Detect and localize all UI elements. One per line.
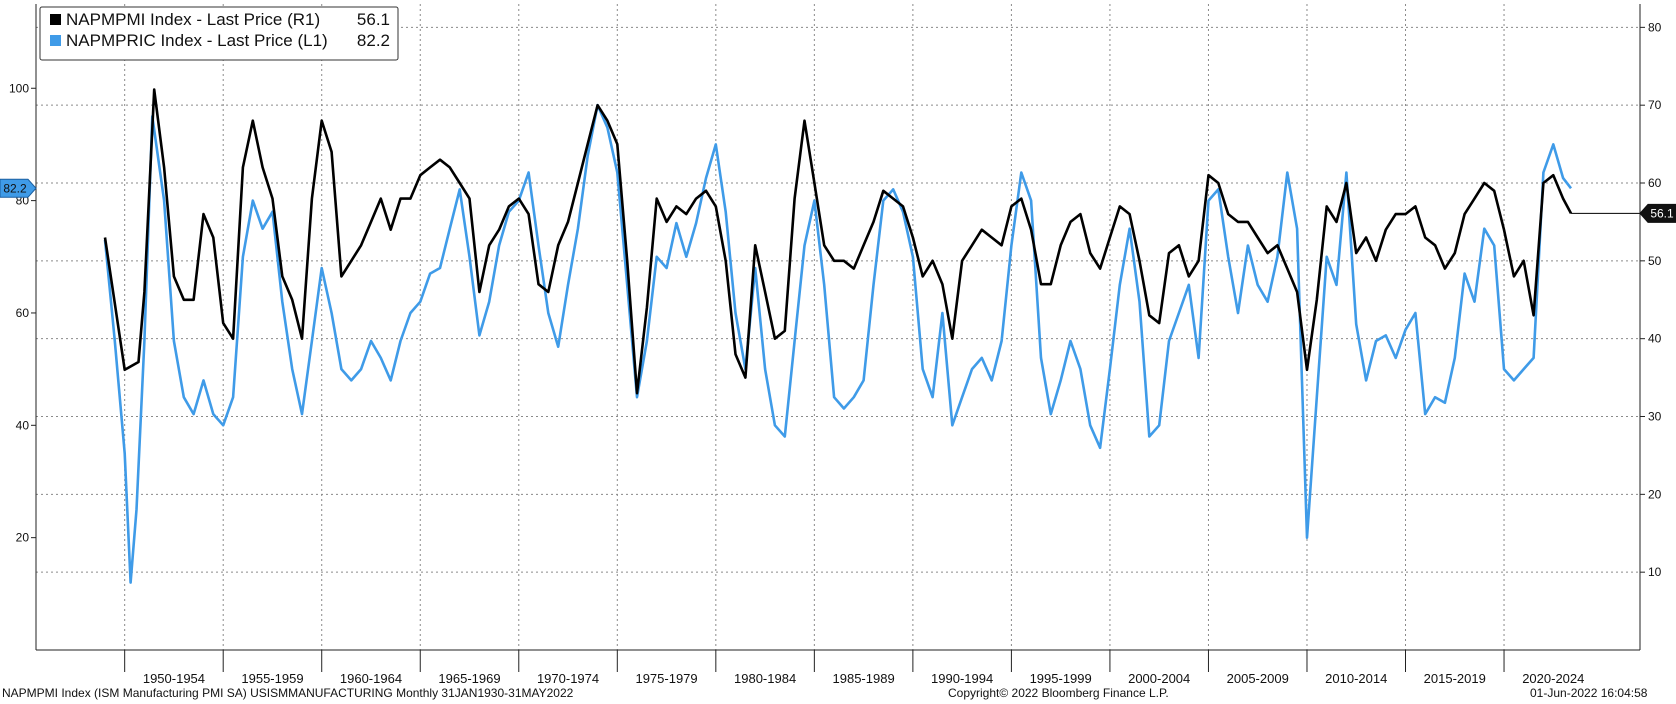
legend-label: NAPMPMI Index - Last Price (R1)	[66, 10, 320, 29]
left-tick-label: 60	[16, 306, 30, 320]
footer-timestamp: 01-Jun-2022 16:04:58	[1530, 686, 1648, 700]
legend: NAPMPMI Index - Last Price (R1) 56.1 NAPMP…	[39, 6, 399, 61]
legend-swatch	[50, 35, 61, 46]
x-tick-label: 1950-1954	[143, 671, 205, 686]
x-tick-label: 2010-2014	[1325, 671, 1387, 686]
x-tick-label: 2005-2009	[1227, 671, 1289, 686]
x-tick-label: 2020-2024	[1522, 671, 1584, 686]
x-tick-label: 1980-1984	[734, 671, 796, 686]
x-tick-label: 1955-1959	[241, 671, 303, 686]
right-tick-label: 70	[1648, 98, 1662, 112]
legend-value: 82.2	[357, 31, 390, 50]
x-tick-label: 1990-1994	[931, 671, 993, 686]
last-value-label-prices: 82.2	[3, 181, 27, 195]
right-tick-label: 10	[1648, 565, 1662, 579]
left-tick-label: 100	[9, 81, 29, 95]
x-tick-label: 1960-1964	[340, 671, 402, 686]
last-value-tag-prices	[0, 178, 37, 198]
x-tick-label: 1975-1979	[635, 671, 697, 686]
last-value-label-pmi: 56.1	[1650, 206, 1674, 220]
right-tick-label: 30	[1648, 410, 1662, 424]
right-tick-label: 60	[1648, 176, 1662, 190]
x-tick-label: 1985-1989	[833, 671, 895, 686]
right-tick-label: 20	[1648, 487, 1662, 501]
series-line-pmi	[103, 88, 1573, 395]
legend-swatch	[50, 14, 61, 25]
left-tick-label: 40	[16, 418, 30, 432]
x-tick-label: 1965-1969	[438, 671, 500, 686]
last-value-tag-pmi	[1639, 203, 1676, 223]
right-tick-label: 50	[1648, 254, 1662, 268]
series-line-prices	[103, 103, 1573, 584]
x-tick-label: 2000-2004	[1128, 671, 1190, 686]
right-tick-label: 80	[1648, 20, 1662, 34]
x-tick-label: 1995-1999	[1030, 671, 1092, 686]
footer-source: NAPMPMI Index (ISM Manufacturing PMI SA)…	[2, 686, 574, 700]
x-tick-label: 2015-2019	[1424, 671, 1486, 686]
x-tick-label: 1970-1974	[537, 671, 599, 686]
right-tick-label: 40	[1648, 332, 1662, 346]
legend-label: NAPMPRIC Index - Last Price (L1)	[66, 31, 328, 50]
footer-copyright: Copyright© 2022 Bloomberg Finance L.P.	[948, 686, 1169, 700]
legend-value: 56.1	[357, 10, 390, 29]
legend-box	[39, 6, 399, 61]
left-tick-label: 20	[16, 531, 30, 545]
